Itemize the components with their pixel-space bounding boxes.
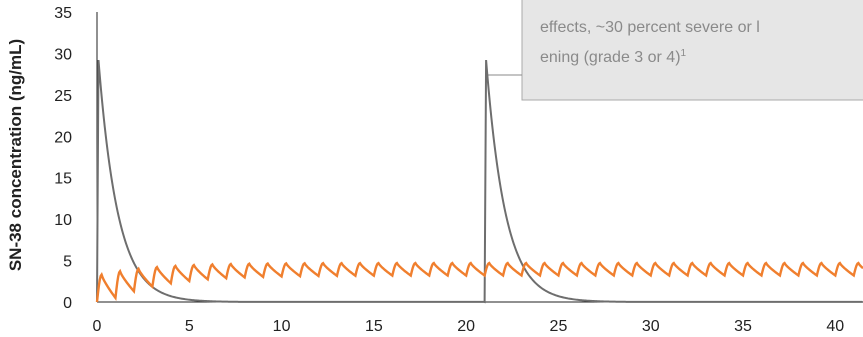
y-tick-label: 30 xyxy=(54,46,72,63)
x-tick-label: 5 xyxy=(185,318,194,335)
y-tick-label: 35 xyxy=(54,5,72,22)
y-tick-label: 10 xyxy=(54,212,72,229)
x-tick-label: 10 xyxy=(273,318,291,335)
y-tick-label: 5 xyxy=(63,254,72,271)
annotation-callout: effects, ~30 percent severe or l ening (… xyxy=(487,0,863,101)
x-tick-label: 35 xyxy=(734,318,752,335)
x-tick-label: 20 xyxy=(457,318,475,335)
annotation-superscript: 1 xyxy=(681,48,687,59)
series-layer xyxy=(95,59,863,304)
y-tick-label: 0 xyxy=(63,295,72,312)
x-tick-label: 40 xyxy=(826,318,844,335)
y-axis-title: SN-38 concentration (ng/mL) xyxy=(6,39,25,271)
y-tick-label: 15 xyxy=(54,171,72,188)
y-tick-label: 25 xyxy=(54,88,72,105)
x-tick-label: 15 xyxy=(365,318,383,335)
x-tick-label: 0 xyxy=(93,318,102,335)
annotation-line-1: effects, ~30 percent severe or l xyxy=(540,19,760,36)
series-gray-line xyxy=(96,59,863,304)
series-orange-line xyxy=(95,261,863,303)
y-tick-label: 20 xyxy=(54,129,72,146)
annotation-line-2: ening (grade 3 or 4)1 xyxy=(540,48,687,66)
x-tick-label: 25 xyxy=(550,318,568,335)
annotation-box xyxy=(521,0,863,101)
x-tick-label: 30 xyxy=(642,318,660,335)
